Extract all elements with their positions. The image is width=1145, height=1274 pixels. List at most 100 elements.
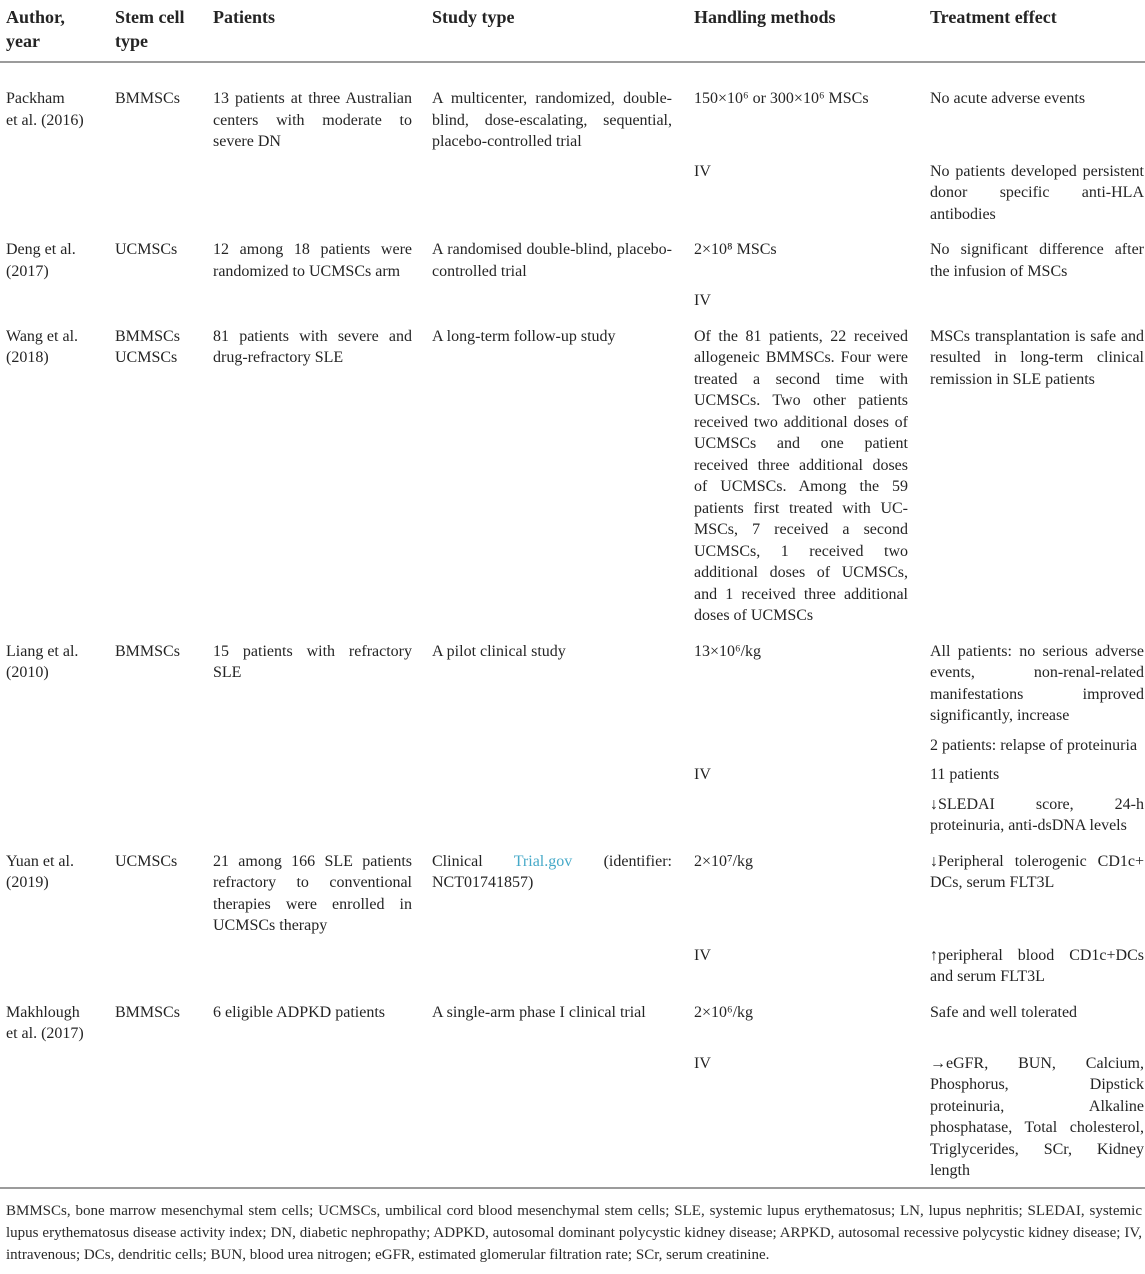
handling-paragraph: IV: [694, 292, 711, 309]
table-row: IV 11 patients ↓SLEDAI score, 24-h protein…: [6, 764, 1145, 837]
treatment-paragraph: ↑peripheral blood CD1c+DCs and serum FLT…: [930, 946, 1144, 986]
treatment-cell: →eGFR, BUN, Calcium, Phosphorus, Dipstic…: [930, 1053, 1145, 1182]
patients-cell: [213, 290, 432, 312]
handling-paragraph: IV: [694, 162, 711, 180]
table-row: Deng et al. (2017) UCMSCs 12 among 18 pati…: [6, 239, 1145, 282]
treatment-paragraph: 11 patients: [930, 766, 1000, 783]
treatment-cell: No patients developed persistent donor s…: [930, 161, 1145, 226]
handling-cell: 13×10⁶/kg: [694, 641, 930, 757]
stem-cell-type-cell: [115, 764, 213, 837]
study-type-text: A multicenter, randomized, double-blind,…: [432, 90, 672, 150]
treatment-paragraph: No patients developed persistent donor s…: [930, 162, 1144, 223]
handling-cell: IV: [694, 161, 930, 226]
header-divider-rule: [0, 61, 1145, 63]
study-type-text: A long-term follow-up study: [432, 327, 616, 345]
table-row: Wang et al. (2018) BMMSCs UCMSCs 81 patien…: [6, 326, 1145, 627]
treatment-cell: MSCs transplantation is safe and resulte…: [930, 326, 1145, 627]
table-header-row: Author, year Stem cell type Patients Stu…: [0, 0, 1145, 53]
author-cell: Wang et al. (2018): [6, 327, 79, 367]
handling-cell: 2×10⁸ MSCs: [694, 239, 930, 282]
handling-cell: Of the 81 patients, 22 received allogene…: [694, 326, 930, 627]
table-row: Packham et al. (2016) BMMSCs 13 patients a…: [6, 88, 1145, 153]
footer-divider-rule: [0, 1186, 1145, 1189]
treatment-paragraph: ↓SLEDAI score, 24-h proteinuria, anti-ds…: [930, 795, 1144, 835]
col-header-handling-methods: Handling methods: [694, 7, 836, 27]
study-type-cell: [432, 764, 694, 837]
patients-cell: 15 patients with refractory SLE: [213, 642, 412, 682]
treatment-cell: Safe and well tolerated: [930, 1002, 1145, 1045]
patients-cell: [213, 161, 432, 226]
col-header-treatment-effect: Treatment effect: [930, 7, 1057, 27]
handling-paragraph: 2×10⁷/kg: [694, 852, 754, 870]
handling-paragraph: IV: [694, 1054, 711, 1072]
table-row: IV: [6, 290, 1145, 312]
handling-paragraph: IV: [694, 946, 711, 964]
patients-cell: [213, 945, 432, 988]
handling-paragraph: IV: [694, 766, 711, 783]
abbreviations-footnote: BMMSCs, bone marrow mesenchymal stem cel…: [6, 1202, 1142, 1263]
patients-cell: 13 patients at three Australian centers …: [213, 90, 412, 150]
handling-cell: 2×10⁷/kg: [694, 851, 930, 937]
col-header-patients: Patients: [213, 7, 275, 27]
author-cell: [6, 290, 115, 312]
treatment-paragraph: MSCs transplantation is safe and resulte…: [930, 327, 1144, 388]
treatment-cell: No acute adverse events: [930, 88, 1145, 153]
study-type-cell: A pilot clinical study: [432, 641, 694, 757]
handling-cell: IV: [694, 1053, 930, 1182]
patients-cell: 81 patients with severe and drug-refract…: [213, 327, 412, 367]
study-type-cell: A multicenter, randomized, double-blind,…: [432, 88, 694, 153]
table-body: Packham et al. (2016) BMMSCs 13 patients a…: [0, 63, 1145, 1182]
treatment-paragraph: Safe and well tolerated: [930, 1003, 1078, 1021]
stem-cell-type-cell: BMMSCs: [115, 642, 180, 660]
treatment-paragraph: ↓Peripheral tolerogenic CD1c+ DCs, serum…: [930, 852, 1144, 892]
stem-cell-type-cell: BMMSCs UCMSCs: [115, 327, 180, 367]
handling-paragraph: 2×10⁸ MSCs: [694, 241, 777, 258]
patients-cell: [213, 1053, 432, 1182]
table-row: Liang et al. (2010) BMMSCs 15 patients wit…: [6, 641, 1145, 757]
handling-paragraph: 150×10⁶ or 300×10⁶ MSCs: [694, 90, 869, 107]
patients-cell: 6 eligible ADPKD patients: [213, 1003, 385, 1021]
study-type-cell: [432, 290, 694, 312]
handling-cell: 150×10⁶ or 300×10⁶ MSCs: [694, 88, 930, 153]
author-cell: Makhlough et al. (2017): [6, 1003, 84, 1043]
stem-cell-type-cell: UCMSCs: [115, 852, 178, 870]
trialgov-link[interactable]: Trial.gov: [513, 852, 573, 870]
handling-cell: 2×10⁶/kg: [694, 1002, 930, 1045]
treatment-cell: ↑peripheral blood CD1c+DCs and serum FLT…: [930, 945, 1145, 988]
treatment-cell: [930, 290, 1145, 312]
table-row: Yuan et al. (2019) UCMSCs 21 among 166 SLE…: [6, 851, 1145, 937]
study-type-cell: [432, 945, 694, 988]
treatment-paragraph: All patients: no serious adverse events,…: [930, 642, 1144, 725]
stem-cell-type-cell: [115, 1053, 213, 1182]
handling-paragraph: 2×10⁶/kg: [694, 1003, 754, 1021]
treatment-cell: 11 patients ↓SLEDAI score, 24-h proteinur…: [930, 764, 1145, 837]
table-row: IV ↑peripheral blood CD1c+DCs and serum F…: [6, 945, 1145, 988]
author-cell: Liang et al. (2010): [6, 642, 79, 682]
patients-cell: 21 among 166 SLE patients refractory to …: [213, 852, 412, 935]
study-type-text: A randomised double-blind, placebo-contr…: [432, 241, 672, 280]
stem-cell-type-cell: BMMSCs: [115, 90, 180, 107]
author-cell: [6, 945, 115, 988]
study-type-text: A pilot clinical study: [432, 642, 566, 660]
study-type-text: (identifier: NCT01741857): [432, 852, 672, 892]
stem-cell-type-cell: [115, 945, 213, 988]
treatment-cell: No significant difference after the infu…: [930, 239, 1145, 282]
study-type-cell: A long-term follow-up study: [432, 326, 694, 627]
table-row: IV →eGFR, BUN, Calcium, Phosphorus, Dipst…: [6, 1053, 1145, 1182]
patients-cell: [213, 764, 432, 837]
handling-cell: IV: [694, 290, 930, 312]
handling-cell: IV: [694, 764, 930, 837]
treatment-paragraph: No acute adverse events: [930, 90, 1086, 107]
study-type-text: A single-arm phase I clinical trial: [432, 1003, 646, 1021]
author-cell: Deng et al. (2017): [6, 241, 76, 280]
table-row: Makhlough et al. (2017) BMMSCs 6 eligible …: [6, 1002, 1145, 1045]
stem-cell-type-cell: [115, 161, 213, 226]
author-cell: Packham et al. (2016): [6, 90, 84, 129]
study-type-cell: Clinical Trial.gov (identifier: NCT01741…: [432, 851, 694, 937]
stem-cell-type-cell: UCMSCs: [115, 241, 178, 258]
study-type-cell: A randomised double-blind, placebo-contr…: [432, 239, 694, 282]
col-header-study-type: Study type: [432, 7, 515, 27]
col-header-author-year: Author, year: [6, 7, 65, 51]
handling-cell: IV: [694, 945, 930, 988]
